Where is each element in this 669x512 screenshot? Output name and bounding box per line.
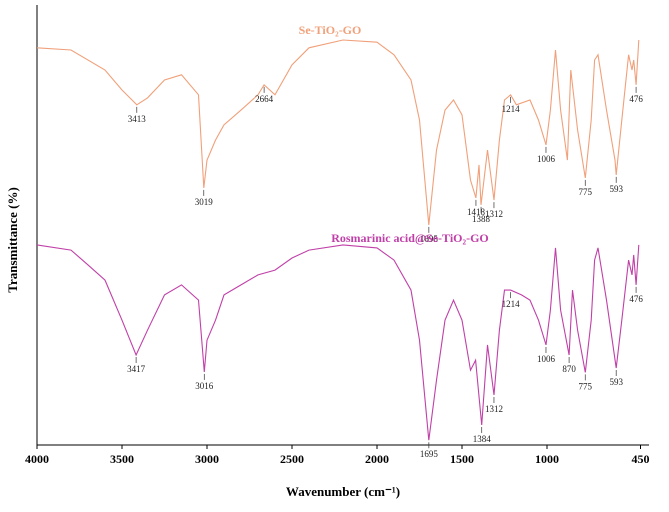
x-tick-label: 3000: [195, 452, 219, 466]
peak-label: 3019: [195, 197, 214, 207]
peak-label: 1695: [420, 234, 439, 244]
peak-label: 476: [629, 294, 643, 304]
x-tick-label: 3500: [110, 452, 134, 466]
x-tick-label: 2000: [365, 452, 389, 466]
series-line: [36, 244, 640, 441]
peak-label: 593: [609, 377, 623, 387]
peak-label: 476: [629, 94, 643, 104]
peak-label: 870: [562, 364, 576, 374]
x-tick-label: 450: [632, 452, 650, 466]
x-tick-label: 1500: [450, 452, 474, 466]
series-line: [36, 39, 640, 225]
peak-label: 775: [579, 187, 593, 197]
series-name: Rosmarinic acid@Se-TiO₂-GO: [331, 231, 489, 245]
peak-label: 1006: [537, 354, 556, 364]
peak-label: 1006: [537, 154, 556, 164]
peak-label: 3016: [195, 381, 214, 391]
series-name: Se-TiO₂-GO: [299, 23, 362, 37]
peak-label: 593: [609, 184, 623, 194]
peak-label: 775: [579, 381, 593, 391]
peak-label: 1312: [485, 209, 503, 219]
x-tick-label: 1000: [535, 452, 559, 466]
peak-label: 1695: [420, 449, 439, 459]
y-axis-label: Transmittance (%): [5, 187, 20, 293]
x-axis-label: Wavenumber (cm⁻¹): [286, 484, 400, 499]
x-tick-label: 2500: [280, 452, 304, 466]
peak-label: 1388: [472, 214, 491, 224]
peak-label: 1214: [502, 299, 521, 309]
peak-label: 1312: [485, 404, 503, 414]
x-tick-label: 4000: [25, 452, 49, 466]
peak-label: 3417: [127, 364, 146, 374]
peak-label: 1418: [467, 207, 486, 217]
peak-label: 2664: [255, 94, 274, 104]
peak-label: 1214: [502, 104, 521, 114]
peak-label: 3413: [128, 114, 147, 124]
peak-label: 1384: [473, 434, 492, 444]
